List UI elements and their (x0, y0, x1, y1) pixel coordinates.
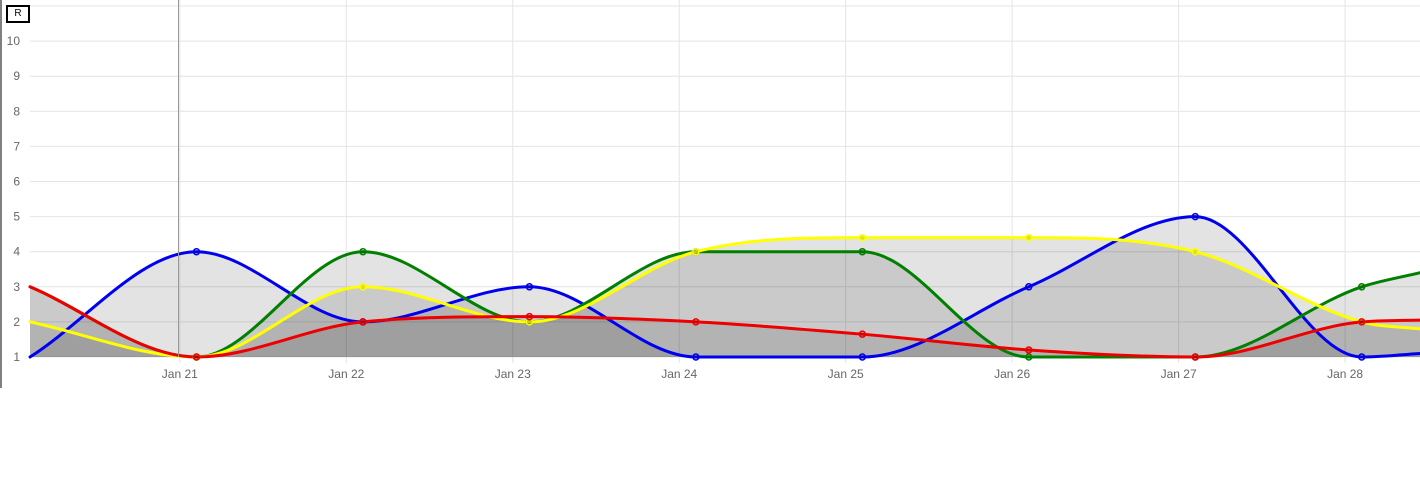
series-4-point (1025, 346, 1033, 354)
y-tick-label: 6 (13, 175, 20, 189)
series-1-point (692, 353, 700, 361)
series-1-line (28, 215, 1420, 359)
x-tick-label: Jan 25 (828, 367, 864, 381)
series-fills (30, 216, 1420, 357)
x-tick-label: Jan 27 (1161, 367, 1197, 381)
series-1-point (1025, 283, 1033, 291)
y-tick-label: 2 (13, 315, 20, 329)
y-tick-label: 7 (13, 139, 20, 153)
y-tick-label: 4 (13, 245, 20, 259)
series-2-area (30, 251, 1420, 357)
reset-zoom-button[interactable]: R (6, 5, 30, 23)
series-4-point (1191, 353, 1200, 361)
y-tick-label: 8 (13, 104, 20, 118)
x-tick-label: Jan 26 (994, 367, 1030, 381)
series-3-line (28, 236, 1420, 359)
series-2-point (359, 247, 367, 256)
x-tick-label: Jan 21 (162, 367, 198, 381)
grid (30, 0, 1420, 363)
y-tick-label: 5 (13, 210, 20, 224)
series-4-point (525, 312, 534, 321)
series-1-point (858, 353, 867, 361)
series-1-point (1191, 212, 1200, 221)
y-tick-label: 10 (7, 34, 21, 48)
y-tick-label: 9 (13, 69, 20, 83)
series-3-point (858, 233, 867, 242)
series-4-point (1357, 318, 1366, 326)
series-4-point (858, 330, 867, 338)
x-tick-label: Jan 22 (328, 367, 364, 381)
series-1-point (1357, 353, 1366, 361)
x-tick-label: Jan 28 (1327, 367, 1363, 381)
x-tick-label: Jan 23 (495, 367, 531, 381)
y-tick-label: 1 (13, 350, 20, 364)
series-2-point (1357, 283, 1366, 291)
series-3-point (1025, 233, 1033, 242)
series-lines (28, 215, 1420, 359)
y-tick-label: 3 (13, 280, 20, 294)
series-3-point (692, 247, 700, 256)
x-tick-label: Jan 24 (661, 367, 697, 381)
series-3-area (30, 237, 1420, 357)
series-2-point (1025, 353, 1033, 361)
axes (0, 0, 179, 388)
y-axis-ticks: 1 2 3 4 5 6 7 8 9 10 (7, 34, 21, 364)
series-3-point (1191, 247, 1200, 256)
series-4-line (28, 285, 1420, 359)
series-4-point (359, 318, 367, 326)
series-1-point (192, 247, 201, 256)
series-4-point (692, 318, 700, 326)
x-axis-ticks: Jan 21 Jan 22 Jan 23 Jan 24 Jan 25 Jan 26 Jan … (162, 367, 1364, 381)
series-4-point (192, 353, 201, 361)
series-1-point (525, 283, 534, 291)
series-2-point (858, 247, 867, 256)
series-4-area (30, 286, 1420, 357)
series-3-point (359, 283, 367, 291)
series-points (192, 212, 1366, 361)
